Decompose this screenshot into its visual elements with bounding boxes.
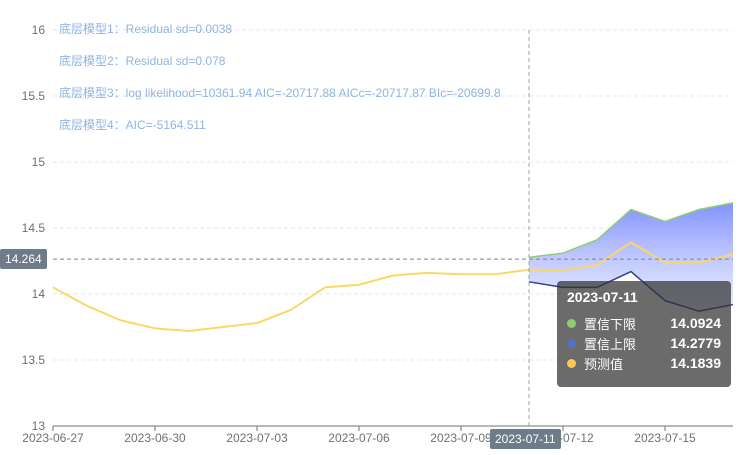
y-tick-label: 15.5 bbox=[22, 89, 46, 103]
y-tick-label: 16 bbox=[32, 23, 46, 37]
tooltip-series-name: 预测值 bbox=[584, 356, 624, 372]
tooltip-date: 2023-07-11 bbox=[567, 289, 638, 305]
x-tick-label: 2023-07-03 bbox=[226, 431, 288, 445]
legend-dot-icon bbox=[567, 318, 576, 328]
y-tick-label: 13 bbox=[32, 419, 46, 433]
y-tick-label: 14.5 bbox=[22, 221, 46, 235]
legend-dot-icon bbox=[567, 358, 576, 368]
x-tick-label: 2023-07-09 bbox=[430, 431, 492, 445]
x-tick-label: 2023-07-15 bbox=[634, 431, 696, 445]
model-annotation: 底层模型1：Residual sd=0.0038 bbox=[59, 21, 232, 36]
crosshair-y-badge: 14.264 bbox=[0, 249, 47, 270]
tooltip-series-name: 置信下限 bbox=[584, 316, 637, 332]
tooltip-series-value: 14.2779 bbox=[670, 335, 721, 351]
chart-tooltip: 2023-07-11 置信下限 14.0924 置信上限 14.2779 预测值… bbox=[557, 281, 731, 387]
series-upper-line bbox=[528, 202, 734, 259]
axes: 13 13.5 14 14.5 15 15.5 16 2023-06-27 2023-06-30… bbox=[22, 23, 733, 445]
tooltip-series-value: 14.1839 bbox=[670, 355, 721, 371]
crosshair bbox=[53, 30, 733, 426]
tooltip-row: 置信下限 14.0924 bbox=[567, 313, 721, 333]
model-annotation: 底层模型4：AIC=-5164.511 bbox=[59, 117, 206, 132]
model-annotation: 底层模型2：Residual sd=0.078 bbox=[59, 53, 226, 68]
tooltip-series-value: 14.0924 bbox=[670, 315, 721, 331]
y-tick-label: 14 bbox=[32, 287, 46, 301]
tooltip-row: 置信上限 14.2779 bbox=[567, 333, 721, 353]
legend-dot-icon bbox=[567, 338, 576, 348]
x-tick-label: 2023-06-30 bbox=[124, 431, 186, 445]
model-annotation: 底层模型3：log likelihood=10361.94 AIC=-20717… bbox=[59, 85, 501, 100]
y-tick-label: 13.5 bbox=[22, 353, 46, 367]
series-forecast-line bbox=[52, 241, 734, 332]
y-tick-label: 15 bbox=[32, 155, 46, 169]
x-tick-label: 2023-07-06 bbox=[328, 431, 390, 445]
tooltip-row: 预测值 14.1839 bbox=[567, 353, 721, 373]
tooltip-series-name: 置信上限 bbox=[584, 336, 637, 352]
model-annotations: 底层模型1：Residual sd=0.0038 底层模型2：Residual s… bbox=[59, 21, 501, 132]
x-tick-label: 2023-06-27 bbox=[22, 431, 84, 445]
crosshair-x-badge: 2023-07-11 bbox=[490, 429, 561, 449]
grid-lines bbox=[53, 29, 733, 361]
